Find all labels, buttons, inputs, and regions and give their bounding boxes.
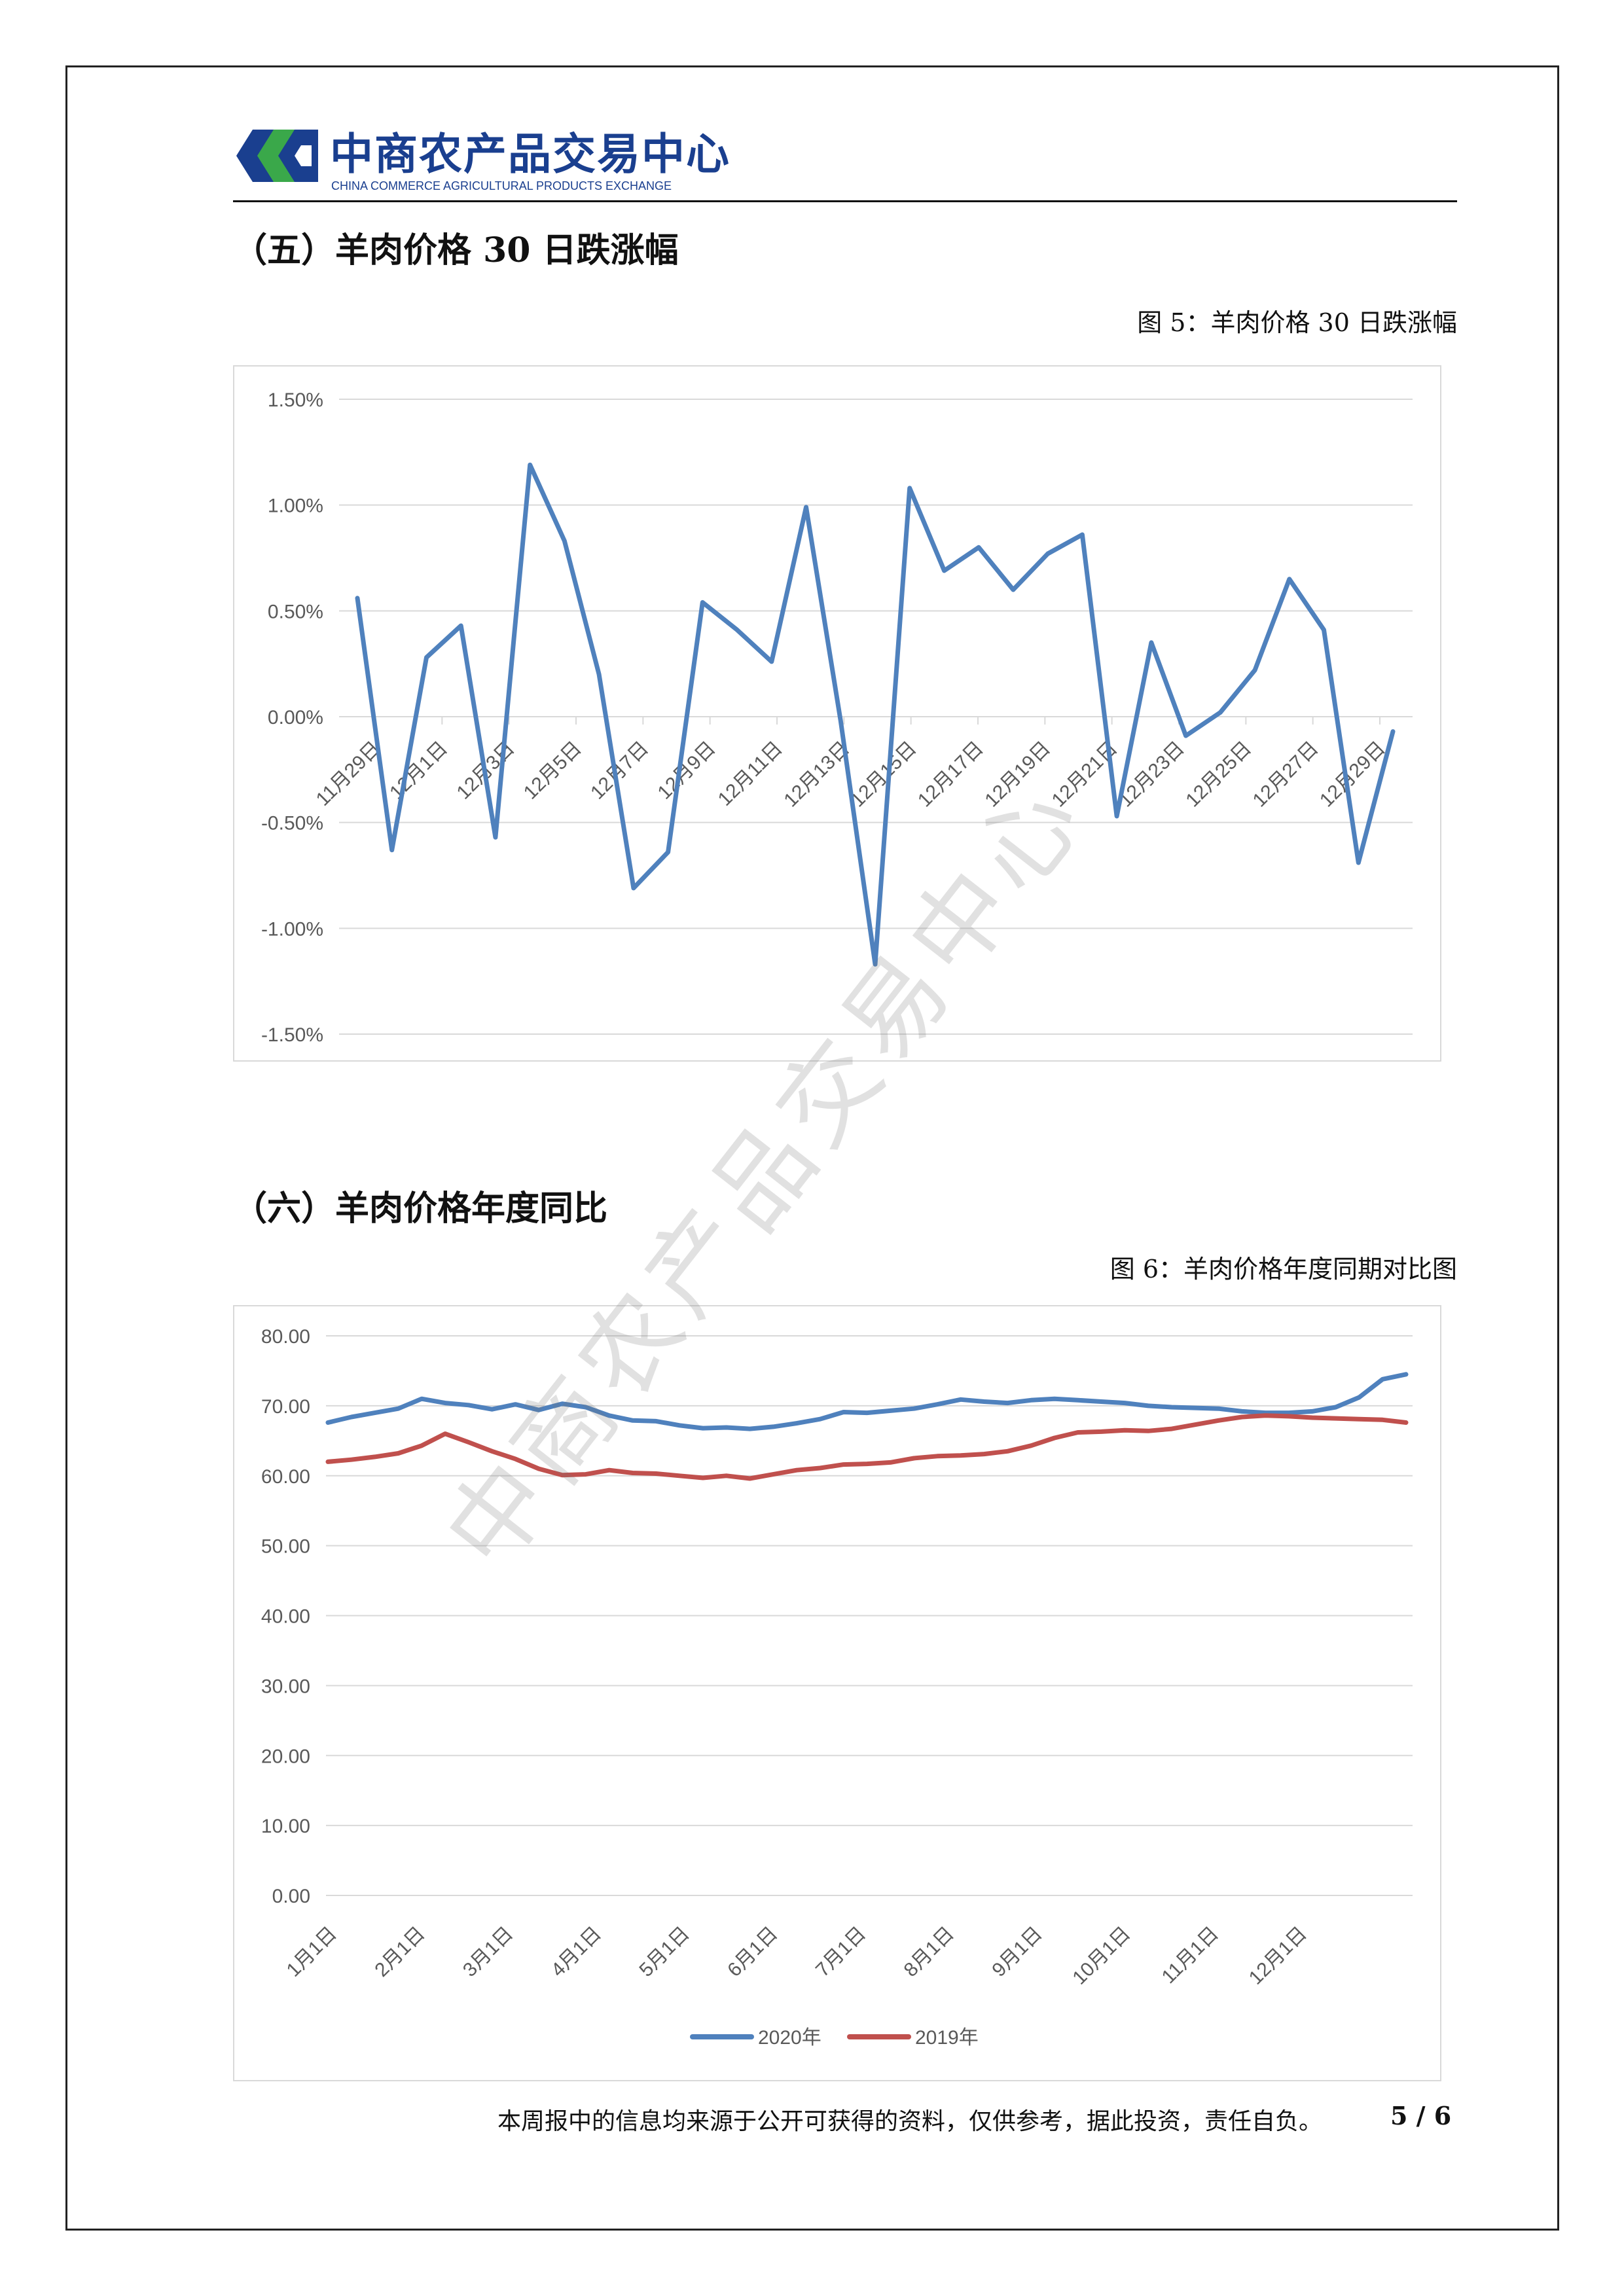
series-line-2 xyxy=(325,1413,1409,1481)
y-tick-label: 1.50% xyxy=(268,389,323,411)
section-6-title: （六）羊肉价格年度同比 xyxy=(233,1189,608,1229)
logo-mark-icon xyxy=(236,130,318,182)
y-tick-label: 1.00% xyxy=(268,495,323,517)
x-tick-label: 8月1日 xyxy=(900,1923,958,1981)
x-tick-label: 12月9日 xyxy=(653,738,719,804)
x-tick-label: 12月25日 xyxy=(1182,738,1255,812)
x-tick-label: 1月1日 xyxy=(283,1923,341,1981)
y-tick-label: -0.50% xyxy=(261,813,323,834)
page-frame xyxy=(65,65,1559,2231)
y-tick-label: 50.00 xyxy=(261,1536,310,1558)
chart-yearly-compare-svg: 80.00 70.00 60.00 50.00 40.00 30.00 20.00 10.00… xyxy=(261,1326,1413,2049)
x-tick-label: 12月5日 xyxy=(520,738,586,804)
x-tick-label: 12月29日 xyxy=(1316,738,1390,812)
x-tick-label: 11月1日 xyxy=(1158,1923,1223,1988)
x-tick-label: 12月27日 xyxy=(1249,738,1323,812)
y-tick-label: -1.00% xyxy=(261,918,323,940)
chart-yearly-compare: 80.00 70.00 60.00 50.00 40.00 30.00 20.00 10.00… xyxy=(233,1305,1441,2081)
x-tick-label: 3月1日 xyxy=(459,1923,517,1981)
y-tick-label: 0.00 xyxy=(272,1886,310,1907)
y-tick-label: 60.00 xyxy=(261,1466,310,1488)
x-tick-label: 4月1日 xyxy=(547,1923,605,1981)
x-tick-label: 9月1日 xyxy=(988,1923,1046,1981)
x-tick-label: 2月1日 xyxy=(370,1923,429,1981)
header-divider xyxy=(233,200,1457,202)
x-tick-label: 12月19日 xyxy=(981,738,1055,812)
x-tick-label: 7月1日 xyxy=(812,1923,870,1981)
y-tick-label: 0.50% xyxy=(268,601,323,622)
x-tick-label: 12月1日 xyxy=(1245,1923,1311,1989)
y-tick-label: 20.00 xyxy=(261,1746,310,1767)
footer-disclaimer: 本周报中的信息均来源于公开可获得的资料，仅供参考，据此投资，责任自负。 xyxy=(497,2108,1323,2135)
series-line-1 xyxy=(325,1372,1409,1431)
x-tick-label: 12月15日 xyxy=(847,738,921,812)
x-tick-label: 12月11日 xyxy=(714,738,787,810)
x-tick-label: 10月1日 xyxy=(1068,1923,1134,1989)
y-tick-label: 70.00 xyxy=(261,1396,310,1418)
y-tick-label: 10.00 xyxy=(261,1816,310,1837)
chart-30day-change: 1.50% 1.00% 0.50% 0.00% -0.50% -1.00% -1.50% 11… xyxy=(233,365,1441,1062)
series-line-1 xyxy=(355,462,1396,967)
x-tick-label: 6月1日 xyxy=(723,1923,782,1981)
x-tick-label: 12月1日 xyxy=(386,738,452,804)
x-tick-label: 5月1日 xyxy=(635,1923,693,1981)
figure-6-caption: 图 6：羊肉价格年度同期对比图 xyxy=(1110,1255,1457,1283)
figure-5-caption: 图 5：羊肉价格 30 日跌涨幅 xyxy=(1137,308,1457,337)
logo-english-name: CHINA COMMERCE AGRICULTURAL PRODUCTS EXC… xyxy=(331,179,672,192)
y-tick-label: 30.00 xyxy=(261,1676,310,1697)
logo-chinese-name: 中商农产品交易中心 xyxy=(330,129,731,179)
y-tick-label: 0.00% xyxy=(268,707,323,728)
x-tick-label: 12月17日 xyxy=(914,738,988,812)
y-tick-label: 80.00 xyxy=(261,1326,310,1348)
y-tick-label: 40.00 xyxy=(261,1606,310,1628)
legend-label-1: 2020年 xyxy=(758,2027,821,2049)
section-5-title: （五）羊肉价格 30 日跌涨幅 xyxy=(233,230,679,270)
y-tick-label: -1.50% xyxy=(261,1024,323,1046)
brand-logo: 中商农产品交易中心 CHINA COMMERCE AGRICULTURAL PR… xyxy=(233,117,729,195)
legend-label-2: 2019年 xyxy=(915,2027,979,2049)
chart-30day-change-svg: 1.50% 1.00% 0.50% 0.00% -0.50% -1.00% -1.50% 11… xyxy=(261,389,1413,1046)
page-number: 5 / 6 xyxy=(1390,2101,1452,2130)
x-tick-label: 11月29日 xyxy=(312,738,385,810)
